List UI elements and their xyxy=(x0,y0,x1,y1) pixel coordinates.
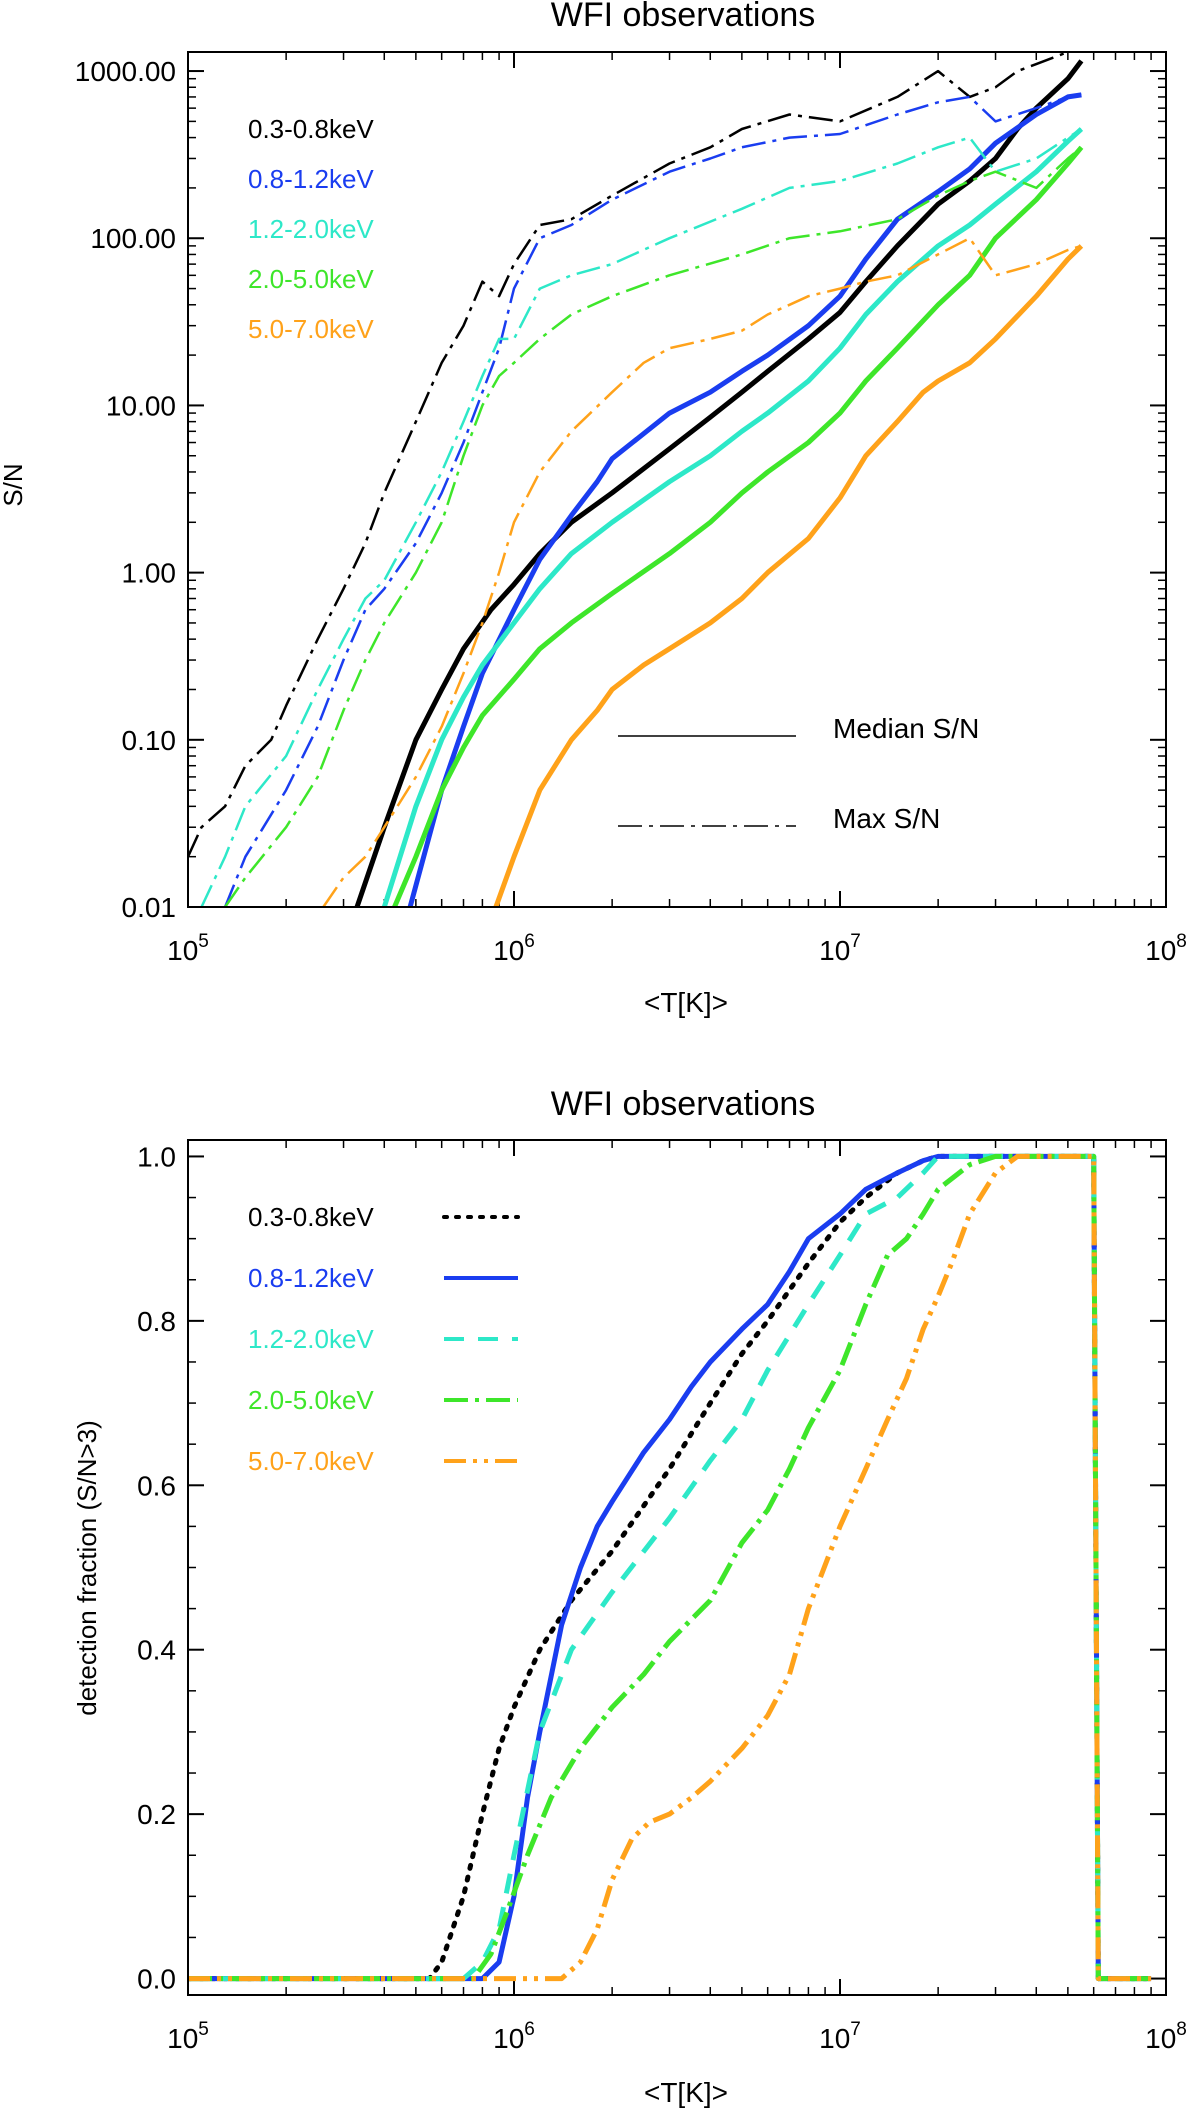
style-legend-label: Median S/N xyxy=(833,713,979,744)
x-tick-label: 107 xyxy=(819,931,861,966)
y-tick-label: 1.0 xyxy=(137,1141,176,1172)
y-tick-label: 100.00 xyxy=(90,223,176,254)
line-style-legend: Median S/N Max S/N xyxy=(618,713,979,834)
plot-frame xyxy=(187,1139,1167,1996)
series-line: 5.0-7.0keV Max S/N xyxy=(322,236,1082,907)
series-lines: 0.3-0.8keV Median S/N0.8-1.2keV Median S… xyxy=(188,52,1084,907)
x-axis-label: <T[K]> xyxy=(644,987,728,1018)
style-legend-label: Max S/N xyxy=(833,803,940,834)
legend-entry: 0.8-1.2keV xyxy=(248,1263,374,1293)
axis-ticks: 105 106 107 108 0.0 0.2 0.4 0.6 0.8 1.0 xyxy=(137,1140,1187,2054)
y-tick-label: 0.10 xyxy=(122,725,177,756)
y-tick-label: 0.2 xyxy=(137,1799,176,1830)
y-tick-label: 0.0 xyxy=(137,1964,176,1995)
legend-entry: 2.0-5.0keV xyxy=(248,264,374,294)
series-line: 1.2-2.0keV xyxy=(188,1153,1152,1982)
x-tick-label: 105 xyxy=(167,2019,209,2054)
y-tick-label: 0.6 xyxy=(137,1470,176,1501)
x-tick-label: 107 xyxy=(819,2019,861,2054)
series-line: 2.0-5.0keV Max S/N xyxy=(224,146,1083,907)
series-line: 1.2-2.0keV Max S/N xyxy=(200,127,1083,907)
legend-entry: 0.3-0.8keV xyxy=(248,1202,374,1232)
legend-entry: 1.2-2.0keV xyxy=(248,214,374,244)
y-axis-label: detection fraction (S/N>3) xyxy=(72,1420,102,1716)
chart-title: WFI observations xyxy=(551,1085,816,1123)
legend-entry: 2.0-5.0keV xyxy=(248,1385,374,1415)
x-tick-label: 106 xyxy=(493,931,535,966)
legend-entry: 5.0-7.0keV xyxy=(248,314,374,344)
y-tick-label: 10.00 xyxy=(106,390,176,421)
series-line: 2.0-5.0keV Median S/N xyxy=(392,145,1084,907)
series-line: 0.3-0.8keV Max S/N xyxy=(188,52,1069,858)
series-line: 5.0-7.0keV xyxy=(188,1153,1152,1982)
chart-sn-vs-temperature: WFI observations S/N <T[K]> 105 106 107 108… xyxy=(0,0,1187,1018)
legend-entry: 5.0-7.0keV xyxy=(248,1446,374,1476)
y-axis-label: S/N xyxy=(0,463,28,506)
chart-detection-fraction: WFI observations detection fraction (S/N… xyxy=(72,1085,1187,2108)
legend-entry: 0.8-1.2keV xyxy=(248,164,374,194)
axis-ticks: 105 106 107 108 0.01 0.10 1.00 10.00 100.00 1000.… xyxy=(75,52,1187,966)
y-tick-label: 0.01 xyxy=(122,892,177,923)
series-line: 2.0-5.0keV xyxy=(188,1153,1152,1982)
legend-entry: 1.2-2.0keV xyxy=(248,1324,374,1354)
series-line: 0.3-0.8keV Median S/N xyxy=(354,59,1084,907)
x-tick-label: 105 xyxy=(167,931,209,966)
x-tick-label: 108 xyxy=(1145,2019,1187,2054)
legend: 0.3-0.8keV 0.8-1.2keV 1.2-2.0keV 2.0-5.0keV… xyxy=(248,114,374,344)
y-tick-label: 1.00 xyxy=(122,558,177,589)
series-lines: 0.3-0.8keV 0.8-1.2keV 1.2-2.0keV 2.0-5.0keV… xyxy=(188,1153,1154,1982)
y-tick-label: 0.8 xyxy=(137,1306,176,1337)
legend-entry: 0.3-0.8keV xyxy=(248,114,374,144)
x-axis-label: <T[K]> xyxy=(644,2077,728,2108)
series-line: 0.8-1.2keV Max S/N xyxy=(223,93,1082,907)
y-tick-label: 1000.00 xyxy=(75,56,176,87)
x-tick-label: 106 xyxy=(493,2019,535,2054)
series-line: 0.8-1.2keV Median S/N xyxy=(407,92,1082,907)
y-tick-label: 0.4 xyxy=(137,1635,176,1666)
series-line: 5.0-7.0keV Median S/N xyxy=(493,244,1084,907)
chart-title: WFI observations xyxy=(551,0,816,34)
legend: 0.3-0.8keV 0.8-1.2keV 1.2-2.0keV 2.0-5.0keV… xyxy=(248,1202,520,1476)
series-line: 1.2-2.0keV Median S/N xyxy=(381,127,1084,907)
x-tick-label: 108 xyxy=(1145,931,1187,966)
plot-frame xyxy=(187,51,1167,908)
